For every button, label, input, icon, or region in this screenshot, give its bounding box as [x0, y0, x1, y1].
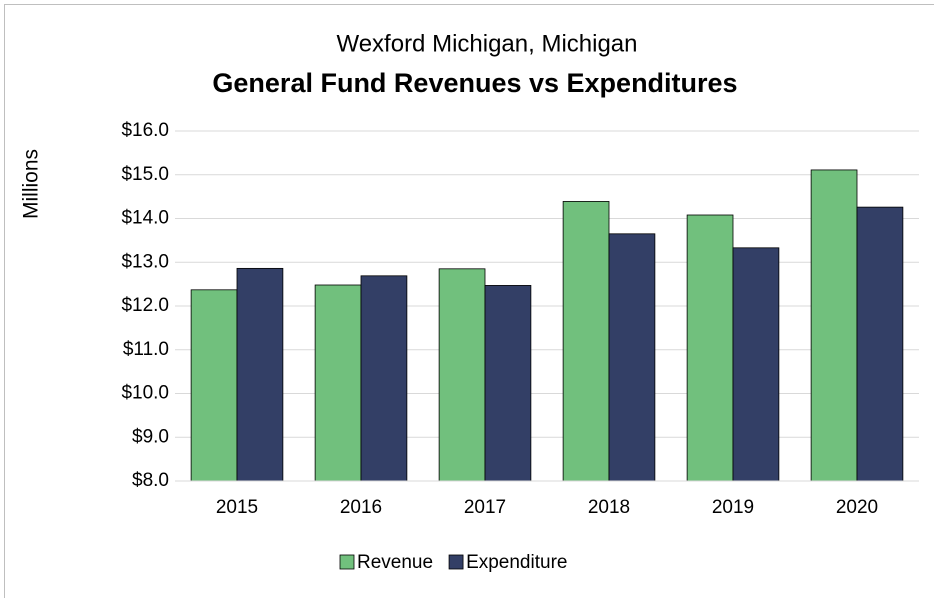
y-tick-label: $12.0: [121, 295, 169, 316]
legend-label: Revenue: [357, 552, 433, 573]
bar: [810, 169, 858, 482]
bar: [686, 214, 734, 482]
y-tick-label: $10.0: [121, 383, 169, 404]
y-tick-label: $11.0: [123, 339, 169, 360]
y-axis-label: Millions: [20, 149, 43, 219]
y-tick-label: $9.0: [132, 426, 169, 447]
legend-label: Expenditure: [466, 552, 567, 573]
bar: [360, 275, 408, 482]
bar: [856, 206, 904, 482]
x-tick-label: 2017: [464, 497, 506, 518]
bar: [732, 247, 780, 482]
bar: [562, 201, 610, 482]
bar: [190, 289, 238, 482]
chart-title: General Fund Revenues vs Expenditures: [212, 68, 737, 98]
x-tick-label: 2016: [340, 497, 382, 518]
chart-border: [4, 4, 934, 598]
y-tick-label: $13.0: [121, 251, 169, 272]
x-tick-label: 2019: [712, 497, 754, 518]
bar: [608, 233, 656, 482]
chart-subtitle: Wexford Michigan, Michigan: [336, 30, 637, 57]
bar: [438, 268, 486, 482]
x-tick-label: 2020: [836, 497, 878, 518]
y-tick-label: $15.0: [121, 164, 169, 185]
x-tick-label: 2015: [216, 497, 258, 518]
y-tick-label: $8.0: [132, 470, 169, 491]
x-tick-label: 2018: [588, 497, 630, 518]
legend-swatch: [339, 554, 355, 570]
bar: [484, 285, 532, 482]
y-tick-label: $16.0: [121, 120, 169, 141]
bar: [314, 284, 362, 482]
y-tick-label: $14.0: [121, 208, 169, 229]
bar: [236, 267, 284, 482]
legend-swatch: [448, 554, 464, 570]
